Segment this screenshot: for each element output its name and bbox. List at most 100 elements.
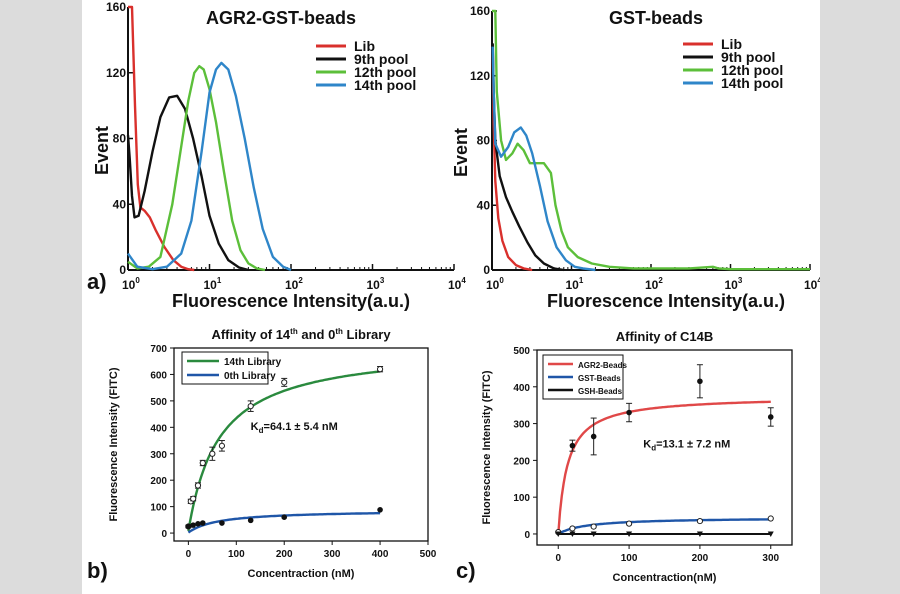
y-axis-label: Fluorescence Intensity (FITC) [481, 370, 493, 524]
x-tick-label: 104 [804, 276, 820, 292]
x-tick-label: 0 [555, 553, 561, 564]
legend-label: 0th Library [224, 371, 276, 382]
data-point [767, 515, 774, 522]
series-line-14th-pool [491, 46, 596, 272]
data-point [697, 378, 703, 385]
y-axis-label: Event [451, 128, 471, 177]
panel-label-a: a) [87, 269, 107, 294]
data-point [696, 517, 704, 525]
legend-label: 9th pool [721, 49, 775, 65]
data-point [377, 507, 383, 513]
legend-label: 14th Library [224, 357, 282, 368]
x-tick-label: 0 [186, 549, 192, 560]
y-tick-label: 200 [513, 456, 530, 467]
x-tick-label: 400 [372, 549, 389, 560]
y-tick-label: 0 [483, 263, 490, 277]
x-tick-label: 104 [448, 276, 466, 292]
data-point [569, 525, 576, 532]
figure-svg: 100 101 102 103 104 0 40 80 120 160 AGR2-GST-beads… [87, 0, 820, 584]
y-tick-label: 300 [150, 450, 167, 461]
y-tick-label: 120 [470, 69, 490, 83]
y-tick-label: 500 [150, 397, 167, 408]
data-point [767, 531, 774, 537]
y-tick-label: 600 [150, 370, 167, 381]
y-tick-label: 100 [150, 503, 167, 514]
x-tick-label: 101 [566, 276, 584, 292]
x-tick-label: 300 [762, 553, 779, 564]
series-line-12th-pool [492, 9, 810, 271]
y-tick-label: 80 [113, 132, 127, 146]
fit-curve-gst-beads [557, 518, 771, 536]
legend-label: 14th pool [354, 77, 416, 93]
panel-label-c: c) [456, 558, 476, 583]
data-point [281, 379, 288, 386]
y-tick-label: 160 [106, 0, 126, 14]
chart-title: Affinity of C14B [616, 329, 714, 344]
series-line-9th-pool [126, 94, 249, 272]
figure-canvas: 100 101 102 103 104 0 40 80 120 160 AGR2-GST-beads… [82, 0, 820, 594]
y-tick-label: 40 [477, 198, 491, 212]
y-tick-label: 300 [513, 420, 530, 431]
x-tick-label: 100 [228, 549, 245, 560]
legend-label: 12th pool [354, 64, 416, 80]
data-point [199, 520, 206, 526]
legend-label: GSH-Beads [578, 387, 623, 396]
chart-title: Affinity of 14th and 0th Library [211, 327, 391, 342]
y-tick-label: 400 [513, 383, 530, 394]
y-tick-label: 700 [150, 344, 167, 355]
x-tick-label: 103 [725, 276, 743, 292]
plot-frame [173, 347, 429, 542]
series-line-lib [128, 5, 195, 272]
data-point [190, 495, 197, 502]
data-point [209, 450, 216, 457]
x-tick-label: 101 [204, 276, 222, 292]
binding-chart-c: 0 100 200 300 0 100 200 300 400 500 Affinity of C1… [481, 329, 793, 584]
legend-label: 12th pool [721, 62, 783, 78]
y-tick-label: 160 [470, 4, 490, 18]
y-tick-label: 0 [524, 530, 530, 541]
histogram-a1: 100 101 102 103 104 0 40 80 120 160 AGR2-GST-beads… [92, 0, 466, 311]
y-tick-label: 120 [106, 66, 126, 80]
x-tick-label: 102 [645, 276, 663, 292]
x-tick-label: 100 [122, 276, 140, 292]
chart-title: GST-beads [609, 8, 703, 28]
y-tick-label: 400 [150, 423, 167, 434]
data-point [376, 366, 384, 373]
y-axis-label: Event [92, 126, 112, 175]
y-tick-label: 0 [161, 529, 167, 540]
legend-label: 9th pool [354, 51, 408, 67]
data-point [247, 517, 254, 524]
chart-title: AGR2-GST-beads [206, 8, 356, 28]
y-tick-label: 500 [513, 346, 530, 357]
x-tick-label: 200 [276, 549, 293, 560]
legend-label: AGR2-Beads [578, 361, 627, 370]
panel-label-b: b) [87, 558, 108, 583]
x-axis-label: Concentraction (nM) [248, 568, 355, 580]
y-tick-label: 40 [113, 197, 127, 211]
legend-label: Lib [721, 36, 742, 52]
x-tick-label: 300 [324, 549, 341, 560]
data-point [767, 414, 774, 420]
y-tick-label: 100 [513, 493, 530, 504]
data-point [590, 531, 597, 537]
y-tick-label: 0 [119, 263, 126, 277]
data-point [218, 442, 226, 449]
x-axis-label: Concentraction(nM) [613, 572, 717, 584]
data-point [626, 409, 632, 416]
fit-curve-agr2-beads [557, 400, 771, 535]
legend-box [181, 351, 269, 385]
x-tick-label: 100 [486, 276, 504, 292]
data-point [195, 521, 201, 527]
kd-annotation: Kd=13.1 ± 7.2 nM [643, 439, 730, 453]
kd-annotation: Kd=64.1 ± 5.4 nM [251, 421, 338, 435]
x-tick-label: 200 [692, 553, 709, 564]
data-point [569, 531, 576, 537]
data-point [247, 403, 254, 410]
x-tick-label: 100 [621, 553, 638, 564]
data-point [185, 523, 192, 530]
binding-chart-b: 0 100 200 300 400 500 0 100 200 300 400 500 600 700 Af… [108, 327, 437, 580]
data-point [194, 482, 202, 489]
series-line-12th-pool [127, 64, 266, 272]
data-point [199, 459, 206, 467]
x-axis-label: Fluorescence Intensity(a.u.) [172, 291, 410, 311]
